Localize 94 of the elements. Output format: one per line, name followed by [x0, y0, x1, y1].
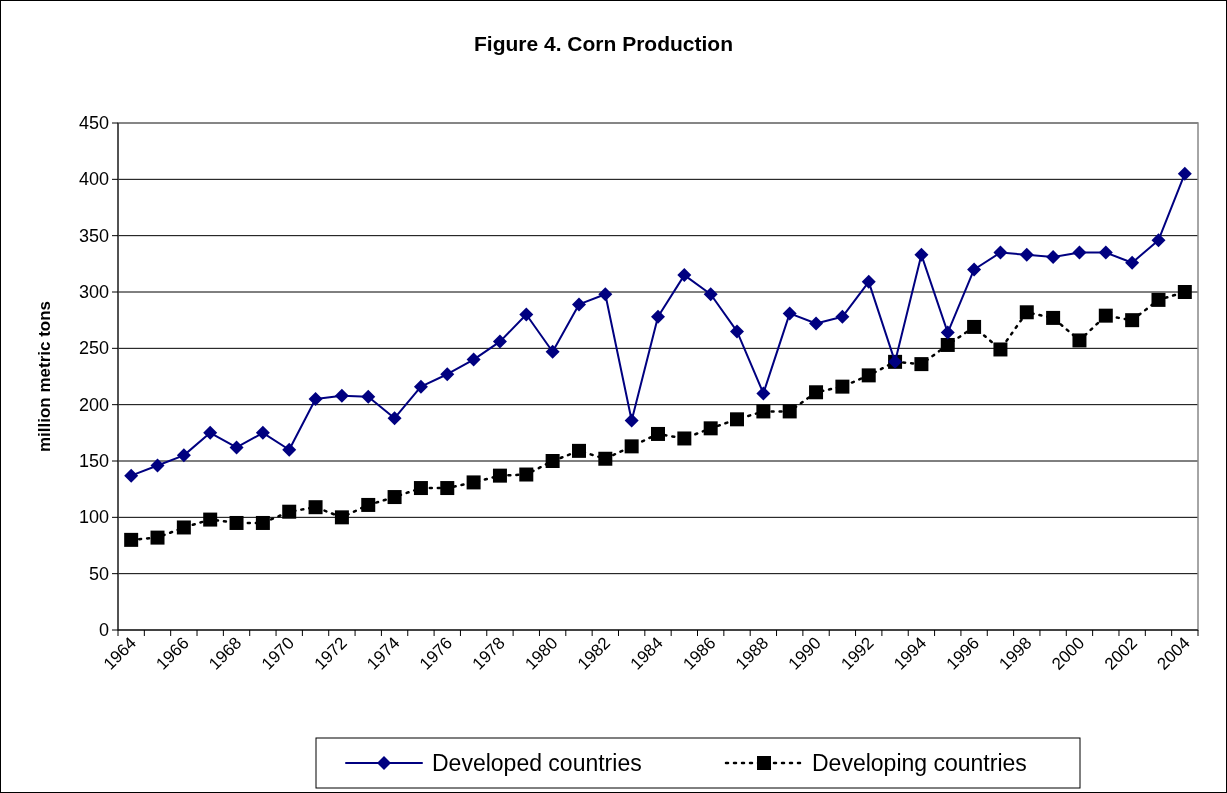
point — [861, 274, 876, 289]
point — [466, 352, 481, 367]
point — [1177, 285, 1192, 299]
point — [1125, 313, 1140, 328]
point — [809, 385, 824, 400]
point — [730, 324, 745, 339]
point — [229, 440, 244, 455]
point — [545, 344, 560, 359]
point — [1177, 166, 1192, 181]
point — [492, 468, 507, 483]
point — [703, 421, 718, 436]
point — [624, 439, 639, 454]
point — [150, 458, 165, 473]
point — [835, 379, 850, 394]
point — [940, 325, 955, 340]
point — [571, 297, 586, 312]
point — [203, 425, 218, 440]
point — [1072, 245, 1087, 260]
legend-label: Developed countries — [432, 750, 642, 776]
point — [308, 392, 323, 407]
point — [782, 404, 797, 419]
point — [967, 319, 982, 334]
y-tick-label: 350 — [78, 225, 109, 246]
y-tick-label: 400 — [78, 169, 109, 190]
point — [255, 425, 270, 440]
point — [677, 431, 692, 446]
point — [677, 268, 692, 283]
y-tick-label: 250 — [78, 338, 109, 359]
point — [413, 481, 428, 496]
y-tick-label: 150 — [78, 451, 109, 471]
point — [229, 515, 244, 530]
point — [440, 367, 455, 382]
y-tick-label: 450 — [78, 113, 109, 133]
point — [519, 467, 534, 482]
point — [993, 342, 1008, 357]
point — [835, 309, 850, 324]
point — [756, 386, 771, 401]
point — [1046, 250, 1061, 265]
point — [782, 306, 797, 321]
point — [334, 388, 349, 403]
point — [1151, 292, 1166, 307]
point — [571, 443, 586, 458]
point — [1046, 310, 1061, 325]
point — [387, 490, 402, 505]
point — [255, 515, 270, 530]
point — [282, 442, 297, 457]
point — [124, 532, 139, 547]
y-tick-label: 100 — [78, 507, 109, 528]
point — [124, 468, 139, 483]
y-tick-label: 200 — [78, 394, 109, 415]
point — [993, 245, 1008, 260]
point — [703, 287, 718, 302]
point — [440, 481, 455, 496]
point — [1019, 305, 1034, 320]
point — [361, 389, 376, 404]
point — [545, 454, 560, 468]
point — [466, 475, 481, 490]
point — [150, 530, 165, 545]
point — [334, 510, 349, 525]
chart-title: Figure 4. Corn Production — [473, 32, 734, 55]
point — [651, 426, 665, 441]
y-tick-label: 300 — [78, 282, 109, 302]
point — [176, 520, 191, 535]
point — [519, 307, 534, 322]
point — [651, 309, 665, 324]
point — [1125, 255, 1140, 270]
point — [203, 512, 218, 527]
point — [624, 413, 639, 428]
point — [361, 497, 376, 512]
point — [387, 411, 402, 426]
point — [730, 412, 745, 427]
point — [967, 262, 982, 277]
y-tick-label: 0 — [98, 620, 109, 640]
point — [914, 247, 929, 262]
y-tick-label: 50 — [88, 563, 109, 584]
point — [1098, 308, 1113, 323]
point — [1072, 333, 1087, 348]
point — [1151, 233, 1166, 248]
point — [598, 287, 613, 302]
legend-label: Developing countries — [812, 750, 1027, 776]
point — [492, 334, 507, 349]
point — [940, 337, 955, 352]
point — [1019, 247, 1034, 262]
y-axis-title: million metric tons — [35, 300, 54, 453]
point — [282, 504, 297, 519]
point — [756, 404, 771, 419]
point — [914, 357, 929, 372]
point — [308, 500, 323, 515]
point — [861, 368, 876, 383]
point — [1098, 245, 1113, 260]
point — [809, 316, 824, 331]
point — [176, 448, 191, 463]
point — [598, 451, 613, 466]
point — [413, 379, 428, 394]
